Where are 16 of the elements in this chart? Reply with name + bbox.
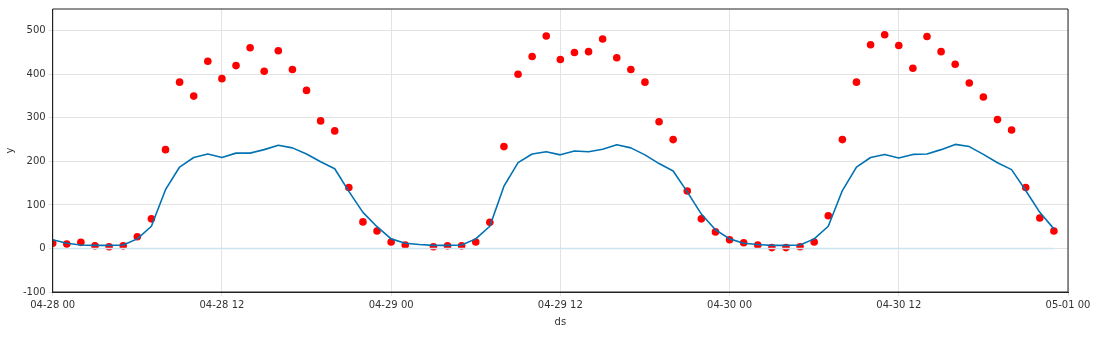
x-tick-label: 05-01 00	[1045, 298, 1091, 310]
x-tick-label: 04-30 00	[707, 298, 753, 310]
x-axis-title: ds	[554, 315, 567, 327]
y-tick-label: 0	[39, 242, 46, 254]
y-tick-label: -100	[22, 285, 46, 297]
x-tick-label: 04-28 00	[30, 298, 76, 310]
y-tick-label: 500	[26, 24, 46, 36]
y-tick-label: 300	[26, 111, 46, 123]
y-tick-label: 400	[26, 67, 46, 79]
y-tick-label: 200	[26, 154, 46, 166]
x-tick-label: 04-29 12	[537, 298, 583, 310]
x-tick-label: 04-28 12	[199, 298, 245, 310]
y-tick-label: 100	[26, 198, 46, 210]
y-axis-title: y	[3, 147, 15, 154]
x-tick-label: 04-30 12	[876, 298, 922, 310]
x-tick-label: 04-29 00	[368, 298, 414, 310]
